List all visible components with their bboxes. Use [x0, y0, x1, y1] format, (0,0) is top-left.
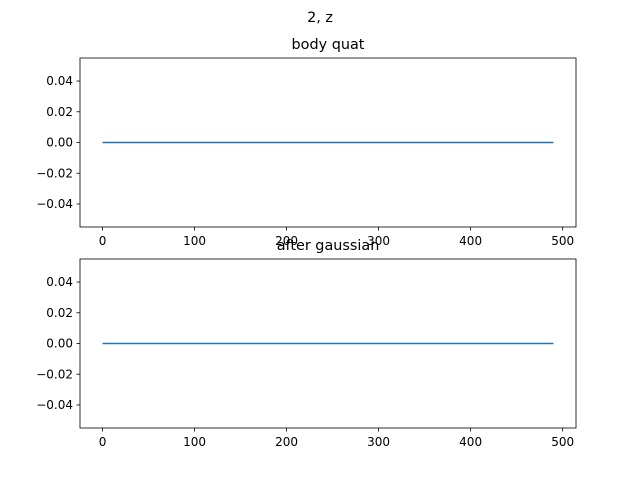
y-tick-label: 0.02 [46, 306, 73, 320]
y-tick-label: 0.04 [46, 275, 73, 289]
subplot-title: after gaussian [277, 238, 380, 254]
x-tick-label: 500 [551, 435, 574, 449]
y-tick-label: −0.02 [36, 367, 73, 381]
x-tick-label: 300 [367, 435, 390, 449]
x-tick-label: 400 [459, 234, 482, 248]
y-tick-label: 0.02 [46, 105, 73, 119]
y-tick-label: 0.04 [46, 74, 73, 88]
y-tick-label: 0.00 [46, 337, 73, 351]
x-tick-label: 100 [183, 435, 206, 449]
x-tick-label: 400 [459, 435, 482, 449]
y-tick-label: −0.02 [36, 166, 73, 180]
x-tick-label: 0 [99, 435, 107, 449]
x-tick-label: 200 [275, 234, 298, 248]
figure-suptitle: 2, z [307, 10, 333, 26]
x-tick-label: 0 [99, 234, 107, 248]
x-tick-label: 500 [551, 234, 574, 248]
x-tick-label: 300 [367, 234, 390, 248]
y-tick-label: −0.04 [36, 197, 73, 211]
subplot-body-quat: 0 100 200 300 400 500 −0.04 −0.02 0.00 0.02 0.04 bo… [36, 37, 577, 248]
y-tick-label: 0.00 [46, 136, 73, 150]
subplot-after-gaussian: 0 100 200 300 400 500 −0.04 −0.02 0.00 0.02 0.04 af… [36, 238, 577, 449]
x-tick-label: 200 [275, 435, 298, 449]
y-tick-label: −0.04 [36, 398, 73, 412]
x-tick-label: 100 [183, 234, 206, 248]
subplot-title: body quat [292, 37, 365, 53]
